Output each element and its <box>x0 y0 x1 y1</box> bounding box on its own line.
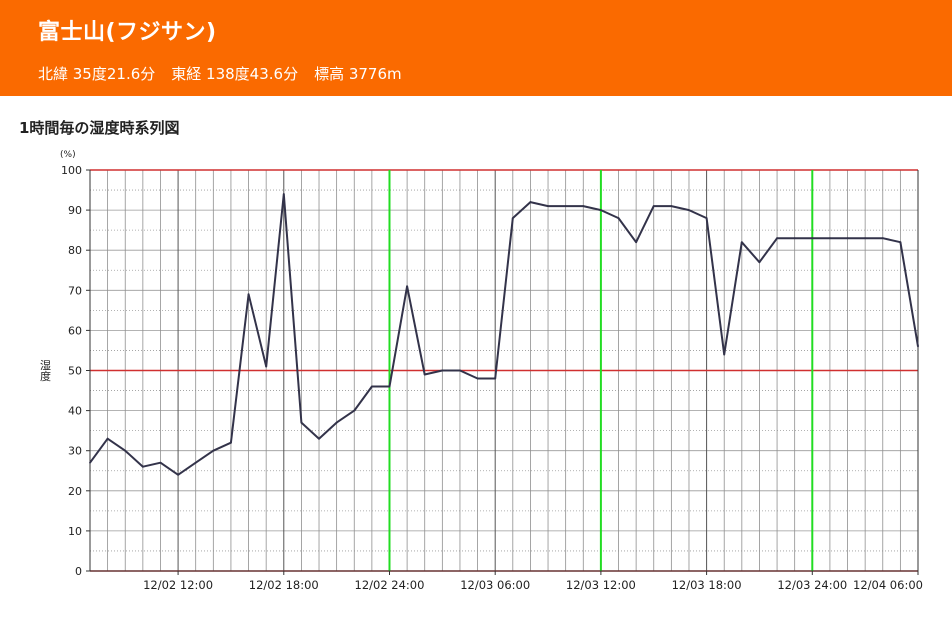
data-point <box>740 241 743 244</box>
station-coordinates: 北緯 35度21.6分 東経 138度43.6分 標高 3776m <box>38 63 418 84</box>
data-point <box>247 293 250 296</box>
y-tick-label: 90 <box>68 204 82 217</box>
data-point <box>793 237 796 240</box>
data-point <box>652 205 655 207</box>
y-tick-label: 80 <box>68 244 82 257</box>
data-point <box>423 373 426 376</box>
data-point <box>917 345 919 348</box>
data-point <box>547 205 549 207</box>
data-point <box>776 237 778 240</box>
data-point <box>670 205 673 207</box>
x-tick-label: 12/04 06:00 <box>853 578 923 592</box>
data-point <box>529 201 532 203</box>
chart-series <box>89 193 919 476</box>
data-point <box>89 461 91 464</box>
data-point <box>212 449 215 452</box>
data-point <box>124 449 127 452</box>
data-point <box>265 365 268 368</box>
data-point <box>406 285 409 288</box>
y-tick-label: 70 <box>68 284 82 297</box>
humidity-line <box>89 193 919 476</box>
data-point <box>141 465 144 468</box>
x-tick-label: 12/02 18:00 <box>249 578 319 592</box>
data-point <box>282 193 285 195</box>
data-point <box>705 217 708 220</box>
data-point <box>106 437 109 440</box>
data-point <box>811 237 814 240</box>
y-tick-label: 40 <box>68 405 82 418</box>
data-point <box>353 409 356 412</box>
data-point <box>230 441 232 444</box>
y-tick-label: 10 <box>68 525 82 538</box>
x-tick-label: 12/03 12:00 <box>566 578 636 592</box>
data-point <box>459 369 461 372</box>
x-tick-label: 12/03 18:00 <box>672 578 742 592</box>
data-point <box>599 209 602 211</box>
chart-axes <box>86 169 919 575</box>
y-axis-unit: (%) <box>60 150 76 160</box>
data-point <box>846 237 849 240</box>
x-tick-label: 12/02 24:00 <box>355 578 425 592</box>
station-title: 富士山(フジサン) <box>38 20 217 45</box>
y-tick-label: 30 <box>68 445 82 458</box>
x-tick-label: 12/02 12:00 <box>143 578 213 592</box>
longitude-text: 東経 138度43.6分 <box>171 65 299 83</box>
y-tick-label: 20 <box>68 485 82 498</box>
data-point <box>511 217 514 220</box>
data-point <box>194 461 197 464</box>
y-tick-label: 60 <box>68 324 82 337</box>
chart-heading: 1時間毎の湿度時系列図 <box>19 119 180 137</box>
y-tick-label: 100 <box>61 164 82 177</box>
data-point <box>476 377 479 380</box>
data-point <box>617 217 620 220</box>
y-axis-label: 湿度 <box>39 359 52 382</box>
data-point <box>723 353 726 356</box>
data-point <box>335 421 338 424</box>
chart-labels: (%) 湿度 0 10 20 30 40 50 60 70 80 90 100 12/02 12:00… <box>39 150 923 592</box>
data-point <box>159 461 162 464</box>
data-point <box>635 241 638 244</box>
data-point <box>441 369 444 372</box>
x-tick-label: 12/03 24:00 <box>777 578 847 592</box>
page-header: 富士山(フジサン) 北緯 35度21.6分 東経 138度43.6分 標高 3776… <box>0 0 952 96</box>
data-point <box>388 385 391 388</box>
data-point <box>300 421 303 424</box>
data-point <box>370 385 373 388</box>
elevation-text: 標高 3776m <box>314 65 402 83</box>
humidity-chart: (%) 湿度 0 10 20 30 40 50 60 70 80 90 100 12/02 12:00… <box>39 150 923 592</box>
data-point <box>494 377 497 380</box>
y-tick-label: 50 <box>68 365 82 378</box>
data-point <box>318 437 320 440</box>
y-tick-label: 0 <box>75 565 82 578</box>
data-point <box>899 241 902 244</box>
data-point <box>177 473 179 476</box>
data-point <box>582 205 585 207</box>
data-point <box>564 205 567 207</box>
latitude-text: 北緯 35度21.6分 <box>38 65 156 83</box>
data-point <box>758 261 761 264</box>
x-tick-label: 12/03 06:00 <box>460 578 530 592</box>
data-point <box>864 237 867 240</box>
data-point <box>829 237 831 240</box>
data-point <box>688 209 690 211</box>
data-point <box>881 237 884 240</box>
